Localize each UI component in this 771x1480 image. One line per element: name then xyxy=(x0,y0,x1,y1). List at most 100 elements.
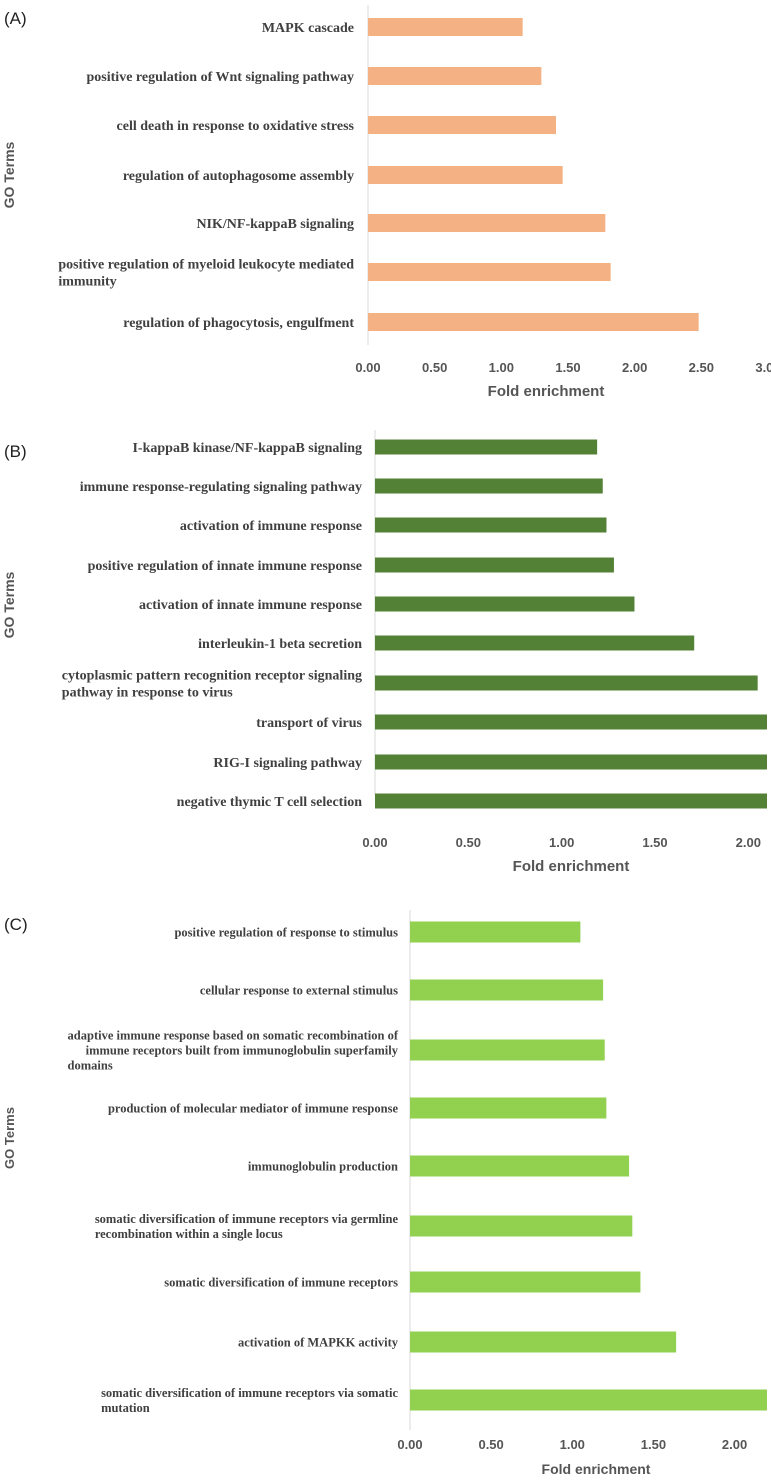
x-tick-label: 2.00 xyxy=(722,1437,747,1452)
bar xyxy=(410,1039,605,1061)
bar xyxy=(375,793,767,809)
chart-panel-c: (C) GO Terms Fold enrichment positive re… xyxy=(2,910,767,1477)
category-label-line: MAPK cascade xyxy=(262,21,354,36)
category-label: production of molecular mediator of immu… xyxy=(108,1101,398,1115)
panel-label: (B) xyxy=(4,442,27,461)
category-label: activation of innate immune response xyxy=(139,598,362,613)
x-tick-label: 1.00 xyxy=(489,360,514,375)
bar xyxy=(410,1097,607,1119)
category-label: transport of virus xyxy=(256,716,362,731)
bar xyxy=(410,1155,630,1177)
category-label-line: positive regulation of innate immune res… xyxy=(88,559,362,574)
category-labels: MAPK cascade positive regulation of Wnt s… xyxy=(58,21,354,331)
category-label-line: I-kappaB kinase/NF-kappaB signaling xyxy=(132,441,362,456)
chart-panel-b: (B) GO Terms Fold enrichment I-kappaB ki… xyxy=(1,430,767,875)
category-label: immune response-regulating signaling pat… xyxy=(80,480,362,495)
category-label: regulation of autophagosome assembly xyxy=(123,169,354,184)
bar xyxy=(410,1331,677,1353)
category-label-line: transport of virus xyxy=(256,716,362,731)
x-tick-label: 0.00 xyxy=(397,1437,422,1452)
category-label-line: immune receptors built from immunoglobul… xyxy=(86,1043,399,1057)
category-label-line: immunoglobulin production xyxy=(248,1159,398,1173)
category-label: somatic diversification of immune recept… xyxy=(164,1275,398,1289)
x-tick-labels: 0.00 0.50 1.00 1.50 2.00 xyxy=(397,1437,747,1452)
category-label: positive regulation of response to stimu… xyxy=(174,925,398,939)
category-label-line: somatic diversification of immune recept… xyxy=(95,1212,399,1226)
x-tick-label: 3.00 xyxy=(755,360,771,375)
category-label-line: immunity xyxy=(58,274,116,289)
bar xyxy=(375,517,607,533)
category-label-line: positive regulation of Wnt signaling pat… xyxy=(87,70,354,85)
category-labels: positive regulation of response to stimu… xyxy=(68,925,399,1415)
bar xyxy=(368,313,699,331)
x-tick-label: 0.00 xyxy=(355,360,380,375)
x-tick-label: 2.00 xyxy=(622,360,647,375)
bar xyxy=(410,921,581,943)
category-label: adaptive immune response based on somati… xyxy=(68,1028,399,1072)
bar-group xyxy=(410,921,767,1411)
category-label-line: pathway in response to virus xyxy=(62,685,233,700)
x-tick-label: 0.50 xyxy=(478,1437,503,1452)
x-tick-label: 1.50 xyxy=(642,835,667,850)
category-label-line: cell death in response to oxidative stre… xyxy=(117,119,355,134)
bar xyxy=(410,1215,633,1237)
category-label-line: domains xyxy=(68,1058,113,1072)
x-tick-label: 1.00 xyxy=(560,1437,585,1452)
bar xyxy=(375,478,603,494)
bar xyxy=(368,116,556,134)
category-label: somatic diversification of immune recept… xyxy=(101,1386,398,1415)
bar xyxy=(375,439,598,455)
category-label-line: regulation of autophagosome assembly xyxy=(123,169,354,184)
category-label-line: interleukin-1 beta secretion xyxy=(198,637,362,652)
category-label: MAPK cascade xyxy=(262,21,354,36)
category-label: positive regulation of Wnt signaling pat… xyxy=(87,70,354,85)
bar xyxy=(375,714,767,730)
category-label: cellular response to external stimulus xyxy=(200,983,398,997)
category-label-line: regulation of phagocytosis, engulfment xyxy=(123,316,354,331)
y-axis-title: GO Terms xyxy=(1,571,17,638)
x-tick-label: 2.50 xyxy=(689,360,714,375)
chart-panel-a: (A) GO Terms Fold enrichment MAPK cascad… xyxy=(1,5,771,400)
category-label-line: production of molecular mediator of immu… xyxy=(108,1101,398,1115)
x-tick-label: 0.00 xyxy=(362,835,387,850)
bar xyxy=(410,1271,641,1293)
x-tick-label: 1.50 xyxy=(641,1437,666,1452)
category-label-line: positive regulation of response to stimu… xyxy=(174,925,398,939)
category-label: positive regulation of myeloid leukocyte… xyxy=(58,257,354,289)
x-tick-label: 1.50 xyxy=(555,360,580,375)
category-label-line: negative thymic T cell selection xyxy=(177,795,363,810)
category-label: activation of immune response xyxy=(180,519,362,534)
category-label-line: activation of immune response xyxy=(180,519,362,534)
category-label-line: immune response-regulating signaling pat… xyxy=(80,480,362,495)
x-tick-label: 2.00 xyxy=(736,835,761,850)
y-axis-title: GO Terms xyxy=(1,141,17,208)
category-label: regulation of phagocytosis, engulfment xyxy=(123,316,354,331)
bar xyxy=(410,979,604,1001)
category-label-line: activation of innate immune response xyxy=(139,598,362,613)
x-axis-title: Fold enrichment xyxy=(513,858,630,875)
category-label-line: recombination within a single locus xyxy=(95,1227,283,1241)
bar xyxy=(410,1389,767,1411)
bar xyxy=(375,675,758,691)
bar xyxy=(375,635,695,651)
category-labels: I-kappaB kinase/NF-kappaB signaling immun… xyxy=(62,441,363,810)
category-label: cytoplasmic pattern recognition receptor… xyxy=(62,668,362,700)
category-label-line: activation of MAPKK activity xyxy=(238,1335,399,1349)
bar xyxy=(368,214,606,232)
category-label-line: cellular response to external stimulus xyxy=(200,983,398,997)
category-label-line: positive regulation of myeloid leukocyte… xyxy=(58,257,354,272)
bar xyxy=(375,596,635,612)
bar xyxy=(368,18,523,36)
category-label-line: RIG-I signaling pathway xyxy=(213,756,362,771)
bar xyxy=(368,263,611,281)
category-label: activation of MAPKK activity xyxy=(238,1335,399,1349)
bar xyxy=(368,166,563,184)
category-label: negative thymic T cell selection xyxy=(177,795,363,810)
bar-group xyxy=(375,439,767,809)
bar-group xyxy=(368,18,699,331)
y-axis-title: GO Terms xyxy=(2,1107,17,1169)
x-tick-label: 0.50 xyxy=(456,835,481,850)
category-label: somatic diversification of immune recept… xyxy=(95,1212,399,1241)
x-tick-label: 1.00 xyxy=(549,835,574,850)
